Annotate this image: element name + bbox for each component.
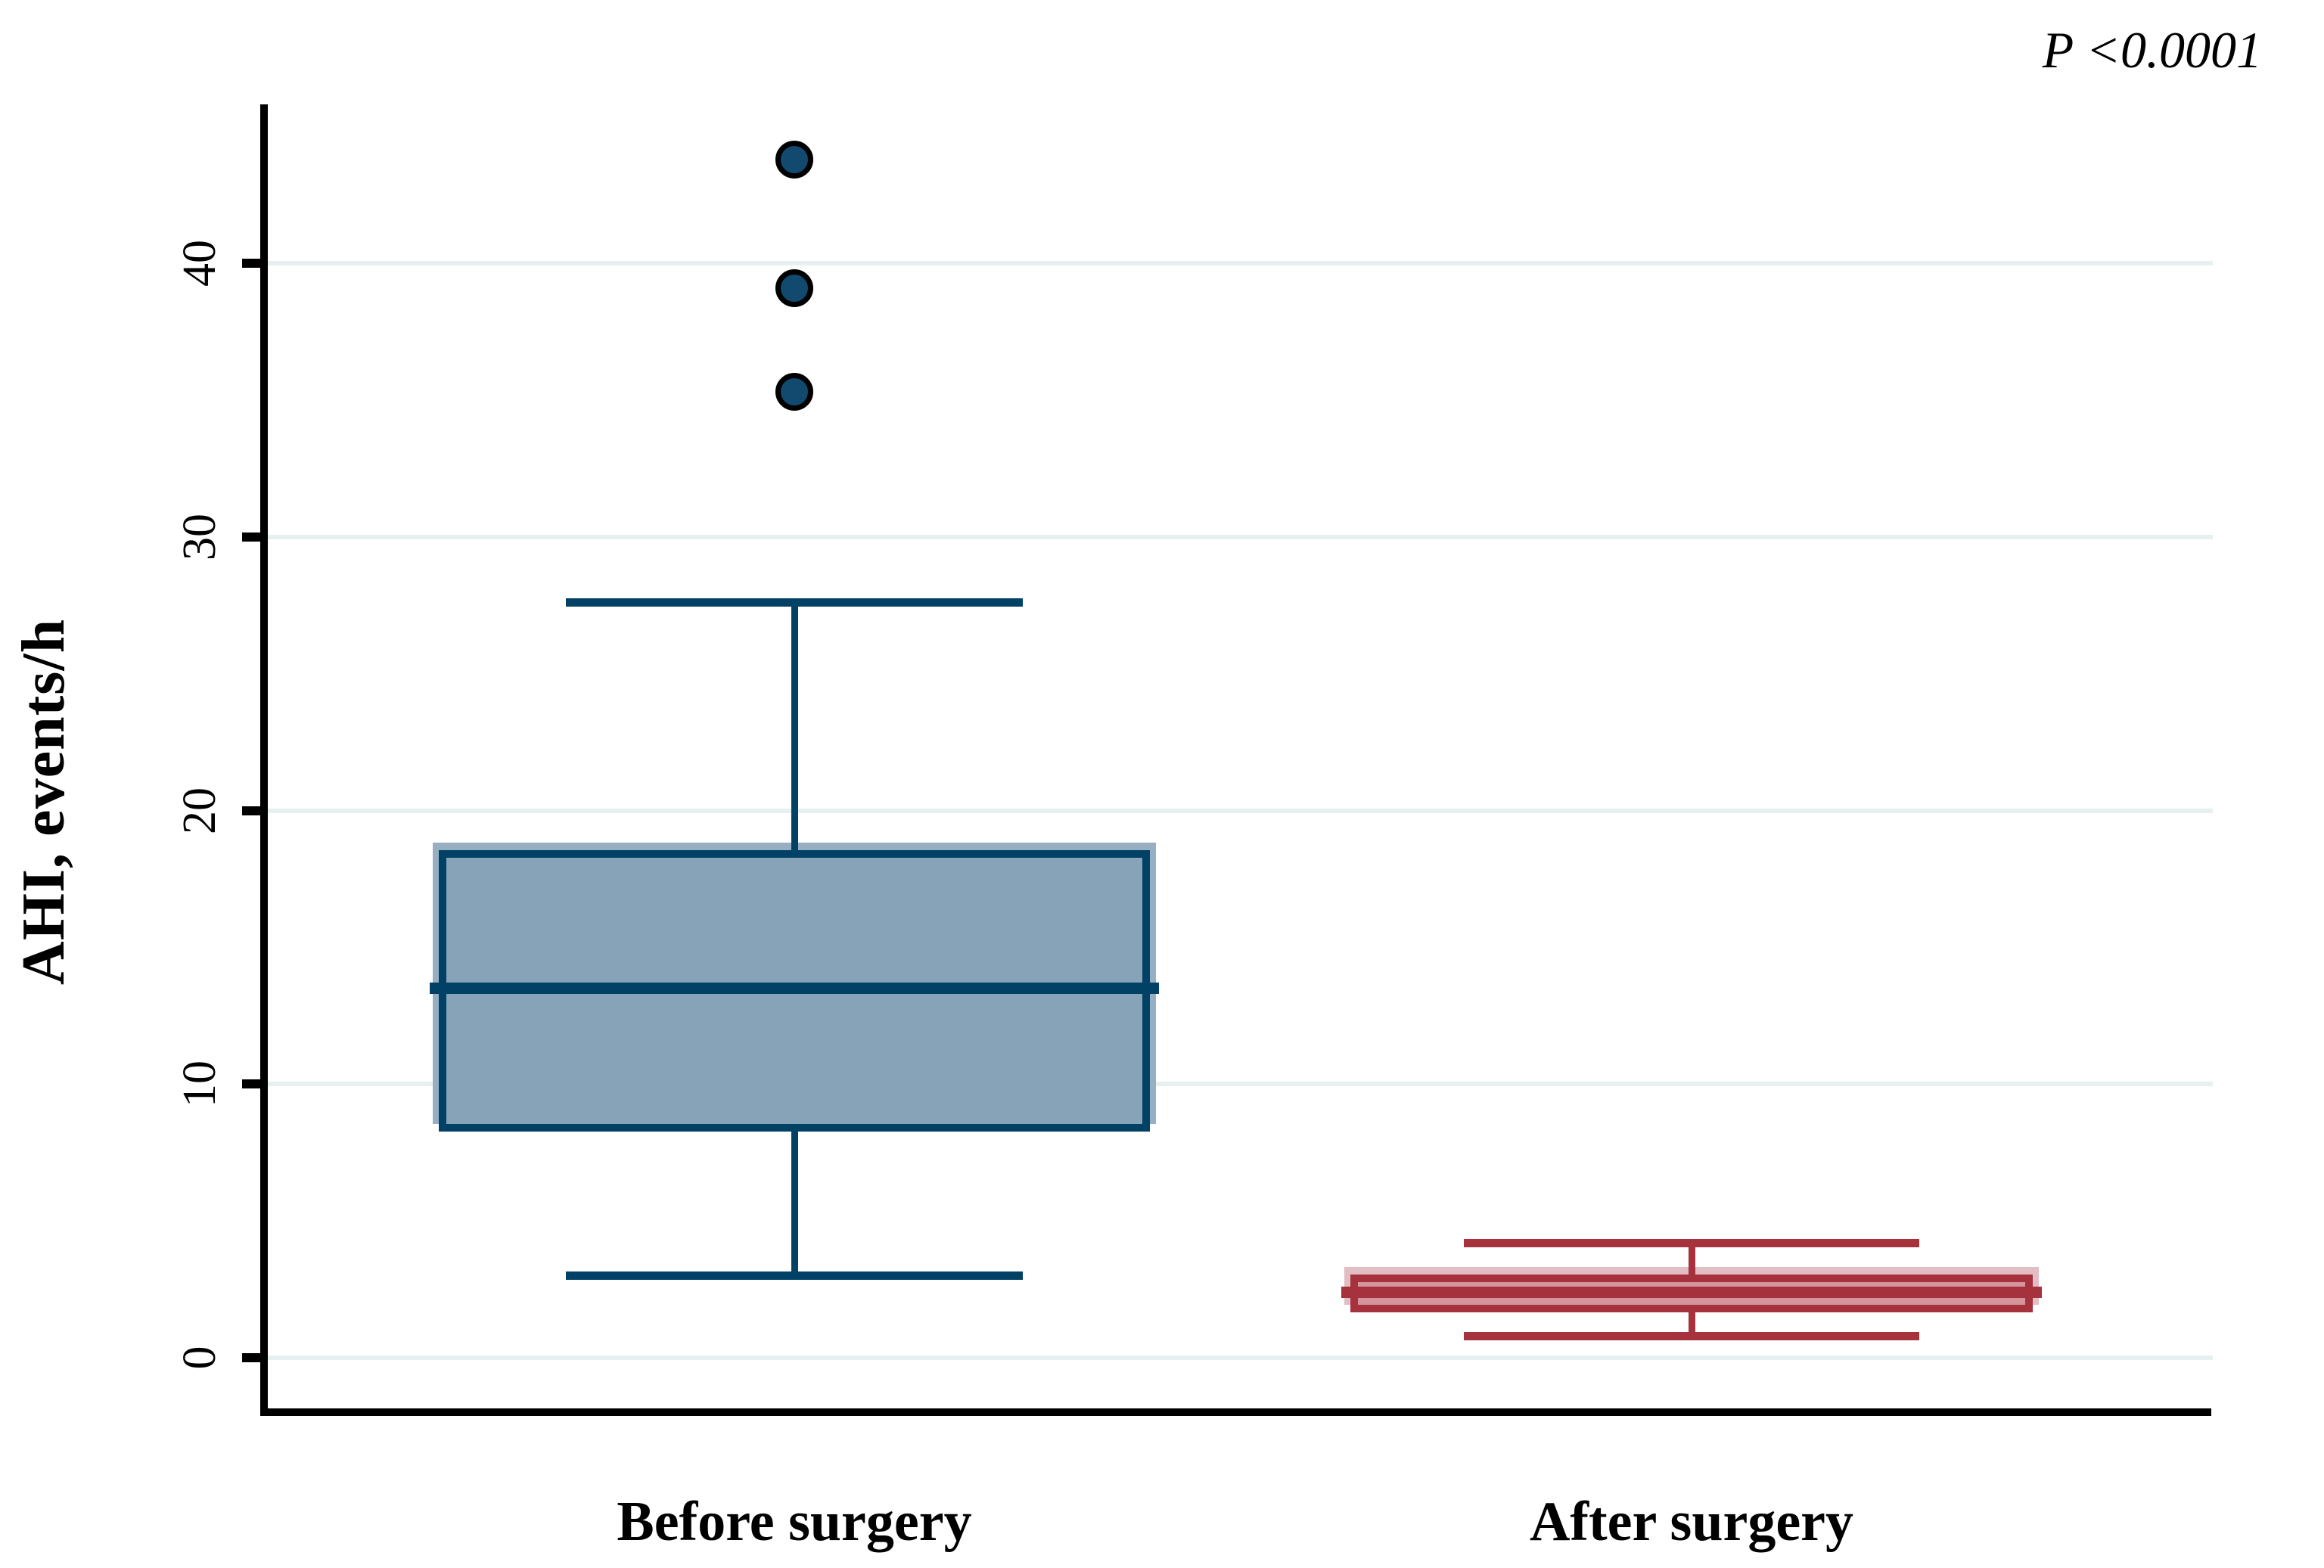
gridline: [268, 534, 2213, 539]
x-category-label-before: Before surgery: [617, 1491, 972, 1553]
y-tick-mark: [242, 1079, 263, 1089]
y-tick-label: 10: [174, 1060, 225, 1108]
upper-whisker-stem: [791, 602, 798, 851]
lower-whisker-cap: [566, 1271, 1023, 1280]
y-axis-line: [260, 104, 268, 1416]
x-axis-line: [260, 1408, 2211, 1416]
y-tick-label: 20: [174, 787, 225, 834]
gridline: [268, 1082, 2213, 1087]
outlier-dot: [775, 140, 813, 179]
median-line: [430, 983, 1159, 995]
upper-whisker-cap: [1464, 1238, 1919, 1247]
lower-whisker-stem: [791, 1132, 798, 1276]
y-tick-label: 0: [174, 1346, 225, 1370]
median-line: [1341, 1286, 2042, 1298]
y-tick-mark: [242, 259, 263, 268]
x-category-label-after: After surgery: [1529, 1491, 1854, 1553]
y-axis-title: AHI, events/h: [11, 618, 77, 986]
lower-whisker-cap: [1464, 1331, 1919, 1340]
y-tick-label: 30: [174, 513, 225, 560]
upper-whisker-cap: [566, 598, 1023, 607]
outlier-dot: [775, 269, 813, 307]
gridline: [268, 261, 2213, 265]
y-tick-mark: [242, 806, 263, 815]
gridline: [268, 1355, 2213, 1360]
y-tick-label: 40: [174, 240, 225, 287]
gridline: [268, 808, 2213, 813]
y-tick-mark: [242, 1353, 263, 1362]
outlier-dot: [775, 373, 813, 411]
upper-whisker-stem: [1688, 1243, 1695, 1275]
p-value-annotation: P <0.0001: [2042, 21, 2262, 79]
y-tick-mark: [242, 532, 263, 542]
lower-whisker-stem: [1688, 1312, 1695, 1337]
